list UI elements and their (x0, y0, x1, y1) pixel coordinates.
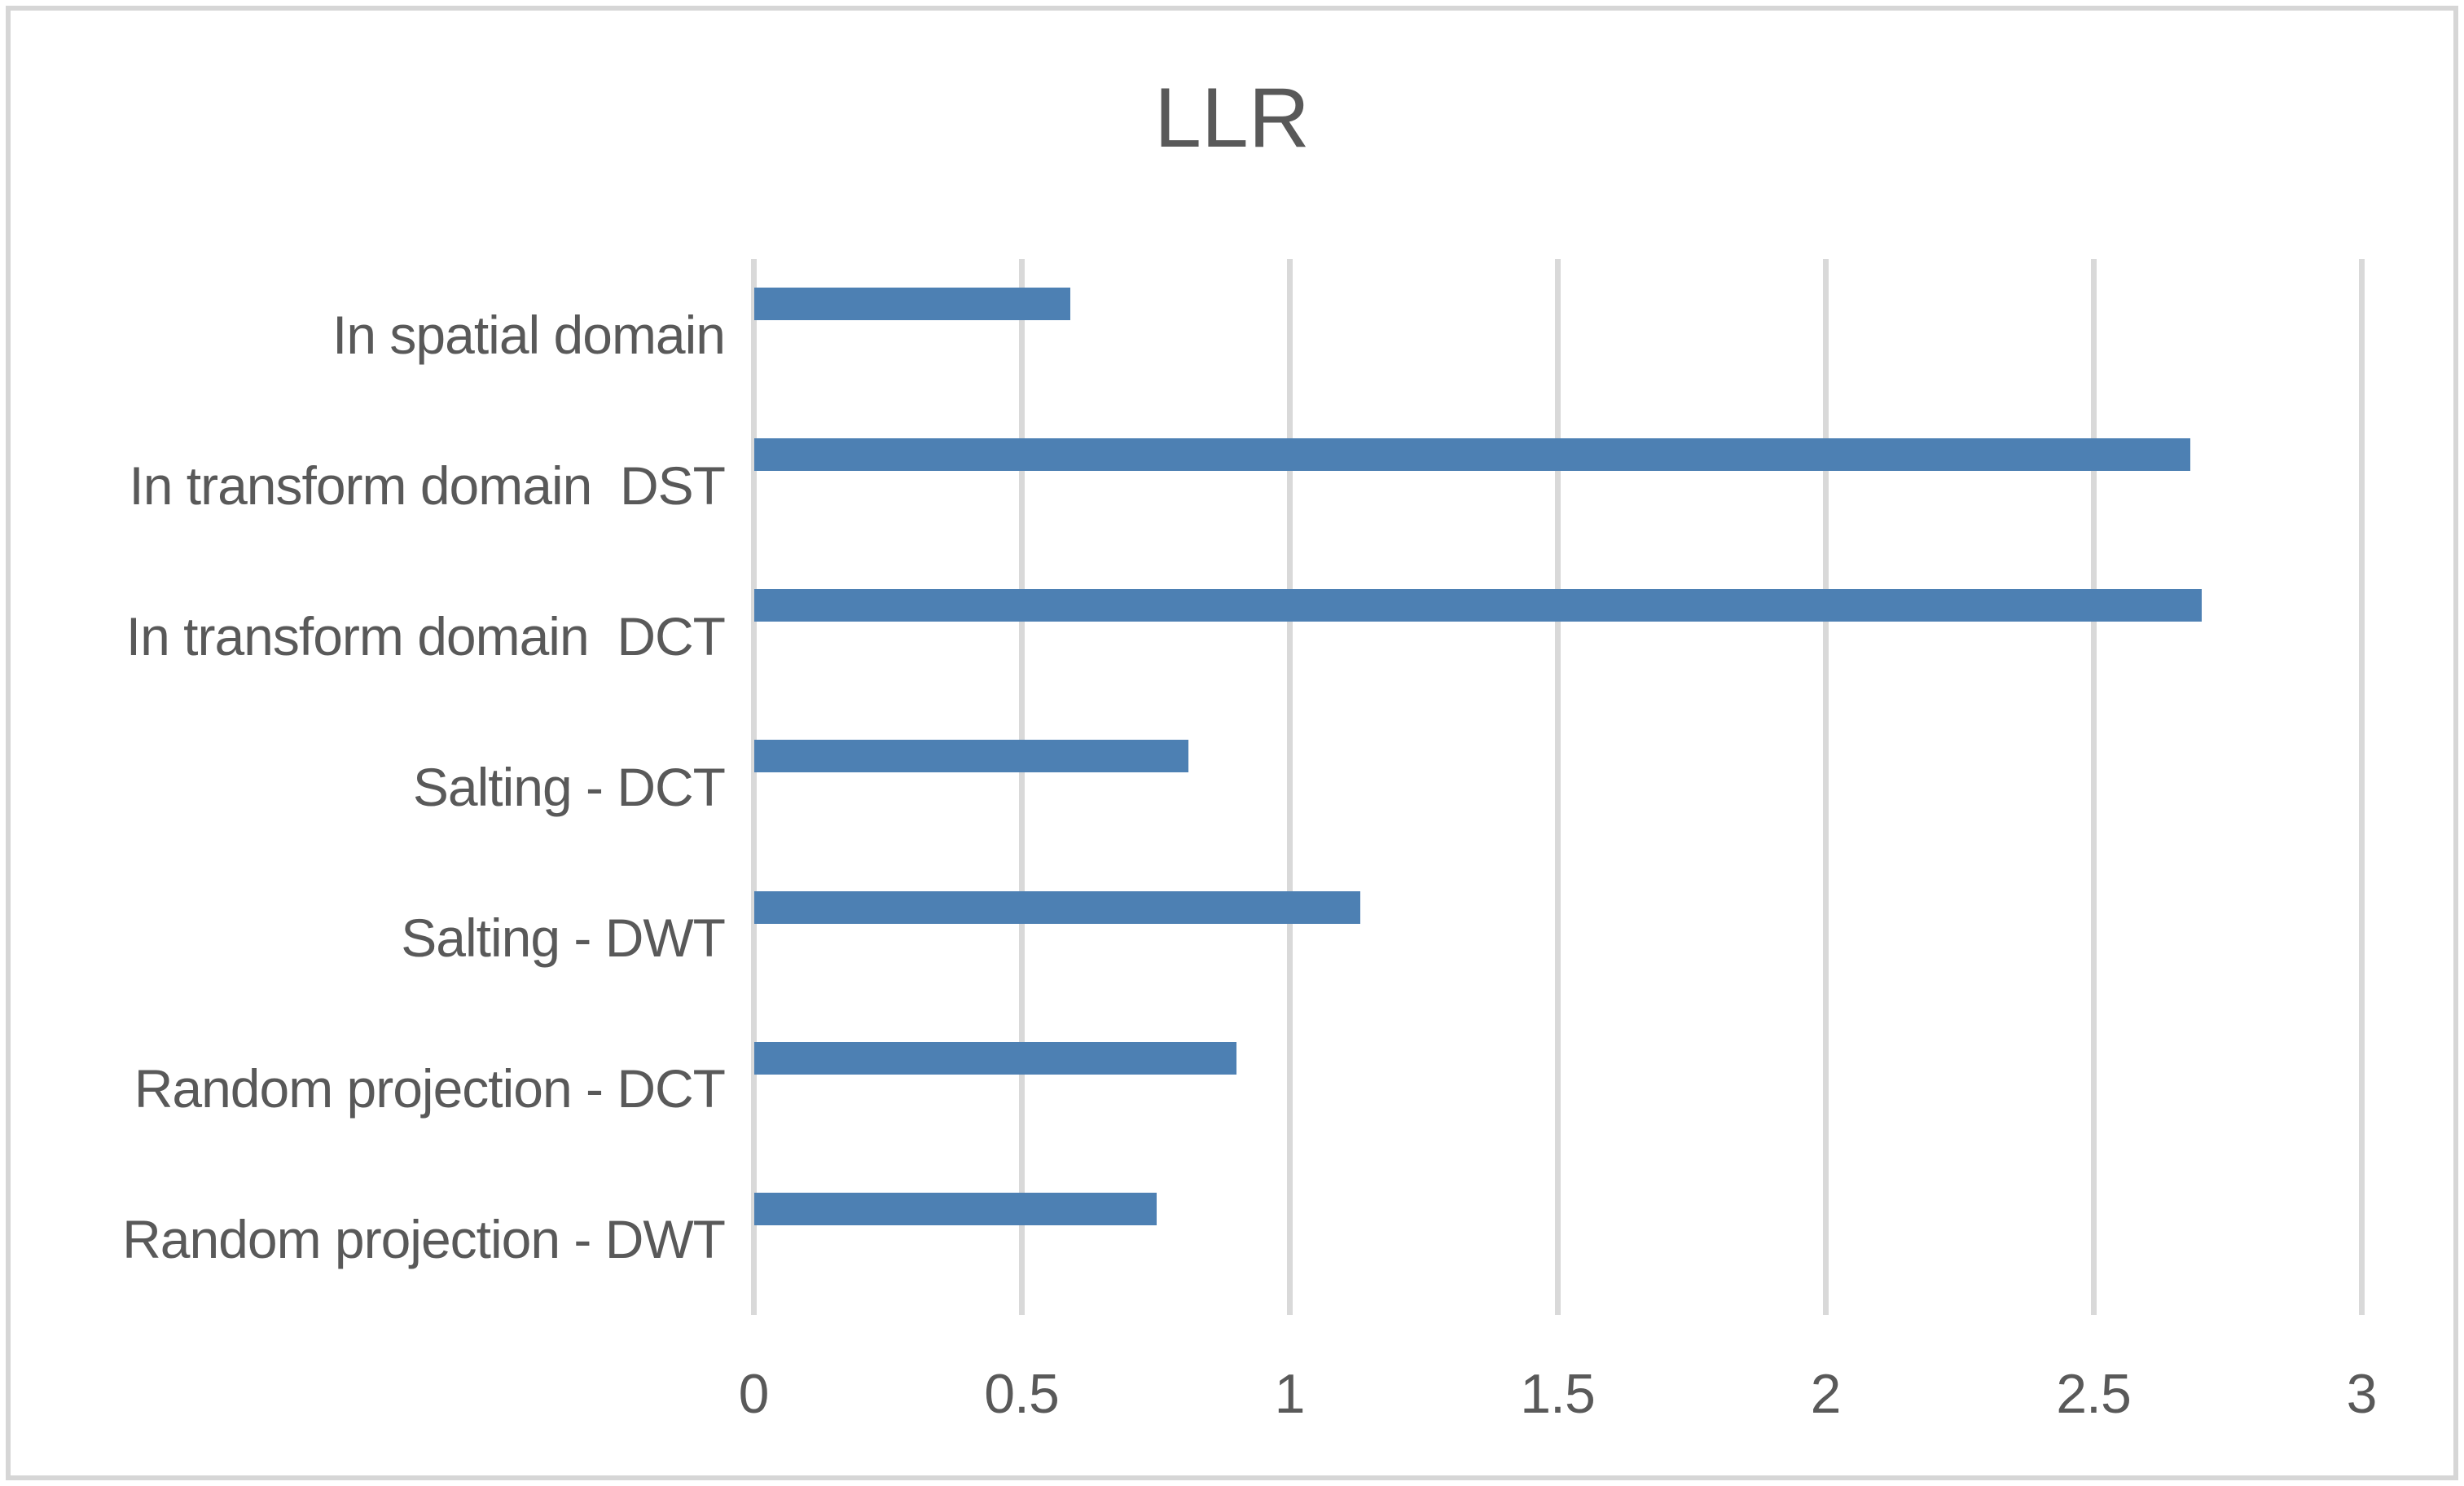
bar (754, 740, 1188, 773)
gridline (2090, 259, 2097, 1315)
category-label: Random projection - DCT (134, 1058, 726, 1119)
category-label: Salting - DCT (412, 757, 726, 817)
bar (754, 1192, 1157, 1225)
chart-title: LLR (1154, 71, 1310, 165)
x-tick-label: 2 (1810, 1363, 1842, 1425)
x-tick-label: 0 (738, 1363, 770, 1425)
bar (754, 589, 2202, 622)
category-label: Random projection - DWT (122, 1209, 726, 1270)
category-label: In spatial domain (332, 304, 726, 365)
gridline (1822, 259, 1829, 1315)
x-tick-label: 2.5 (2056, 1363, 2132, 1425)
x-tick-label: 0.5 (984, 1363, 1060, 1425)
x-tick-label: 1 (1274, 1363, 1306, 1425)
figure-border (6, 6, 2458, 1480)
category-label: Salting - DWT (401, 908, 726, 969)
gridline (750, 259, 757, 1315)
category-label: In transform domain DST (129, 455, 726, 516)
gridline (1018, 259, 1025, 1315)
bar (754, 890, 1360, 924)
bar (754, 1041, 1237, 1075)
x-tick-label: 3 (2346, 1363, 2378, 1425)
bar (754, 288, 1071, 320)
category-label: In transform domain DCT (125, 605, 726, 666)
gridline (1554, 259, 1561, 1315)
gridline (2358, 259, 2365, 1315)
bar (754, 438, 2191, 472)
x-tick-label: 1.5 (1520, 1363, 1596, 1425)
gridline (1286, 259, 1293, 1315)
